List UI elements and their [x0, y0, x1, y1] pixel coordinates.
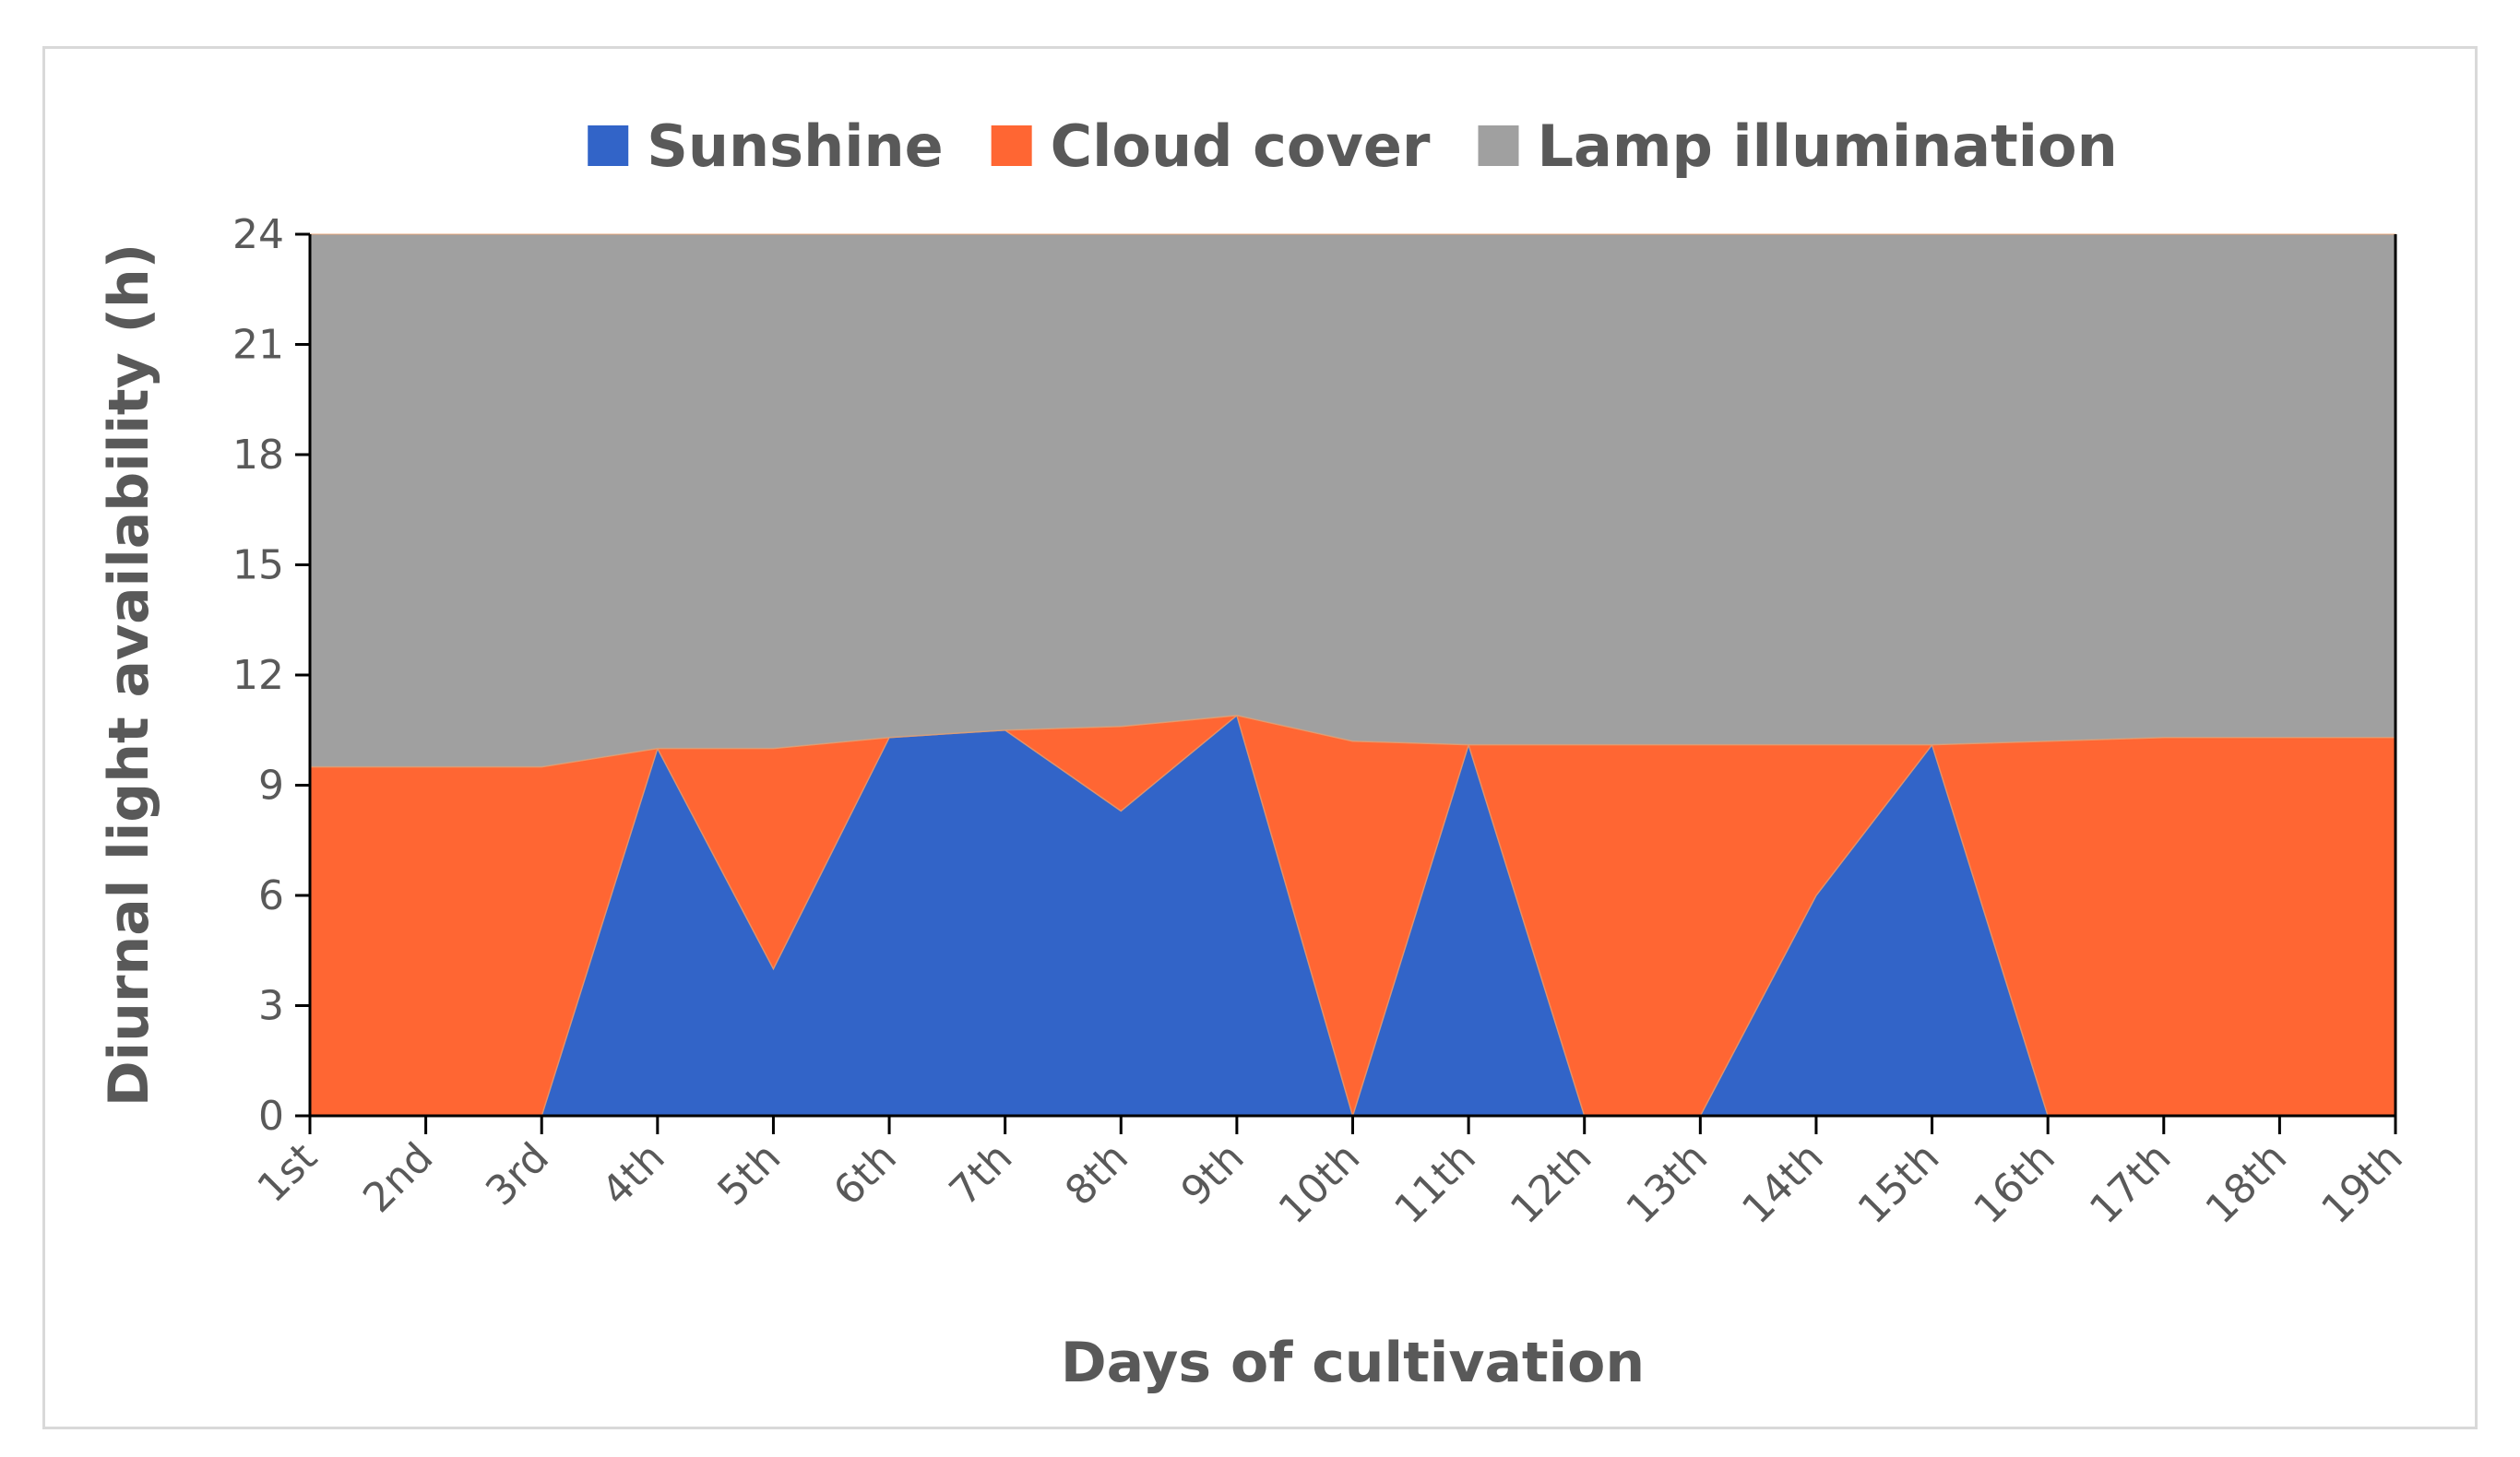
x-tick-label: 11th	[1385, 1134, 1485, 1234]
y-tick-label: 12	[232, 652, 284, 699]
legend-label-lamp-illumination: Lamp illumination	[1538, 113, 2118, 180]
x-tick-label: 12th	[1502, 1134, 1601, 1234]
x-tick-label: 17th	[2081, 1134, 2181, 1234]
y-tick-label: 15	[232, 542, 284, 589]
x-tick-label: 15th	[1849, 1134, 1949, 1234]
legend-label-cloud-cover: Cloud cover	[1051, 113, 1431, 180]
x-tick-label: 8th	[1056, 1134, 1137, 1215]
x-tick-label: 18th	[2197, 1134, 2297, 1234]
y-tick-label: 24	[232, 211, 284, 258]
x-tick-label: 3rd	[477, 1134, 558, 1215]
x-tick-label: 14th	[1733, 1134, 1833, 1234]
y-tick-label: 3	[258, 983, 284, 1030]
x-tick-label: 5th	[708, 1134, 790, 1215]
x-tick-label: 6th	[825, 1134, 906, 1215]
legend-swatch-sunshine	[588, 125, 629, 166]
x-tick-label: 19th	[2312, 1134, 2412, 1234]
legend: Sunshine Cloud cover Lamp illumination	[588, 113, 2118, 180]
x-tick-label: 16th	[1965, 1134, 2064, 1234]
area-lamp-illumination	[309, 233, 2396, 768]
x-tick-label: 9th	[1172, 1134, 1254, 1215]
y-tick-label: 6	[258, 872, 284, 919]
y-tick-label: 0	[258, 1093, 284, 1140]
legend-label-sunshine: Sunshine	[647, 113, 943, 180]
x-tick-label: 4th	[593, 1134, 674, 1215]
x-tick-label: 7th	[941, 1134, 1022, 1215]
legend-swatch-lamp-illumination	[1478, 125, 1519, 166]
x-tick-label: 13th	[1618, 1134, 1718, 1234]
area-layer	[309, 233, 2396, 1119]
y-tick-label: 9	[258, 763, 284, 810]
y-tick-label: 18	[232, 432, 284, 479]
legend-swatch-cloud-cover	[991, 125, 1032, 166]
x-axis-title: Days of cultivation	[1061, 1331, 1645, 1395]
axes-layer	[295, 232, 2397, 1134]
x-tick-label: 1st	[249, 1134, 327, 1212]
x-tick-label: 2nd	[354, 1134, 442, 1222]
y-axis-title: Diurnal light availability (h)	[97, 243, 161, 1107]
x-tick-label: 10th	[1270, 1134, 1370, 1234]
y-tick-label: 21	[232, 322, 284, 369]
